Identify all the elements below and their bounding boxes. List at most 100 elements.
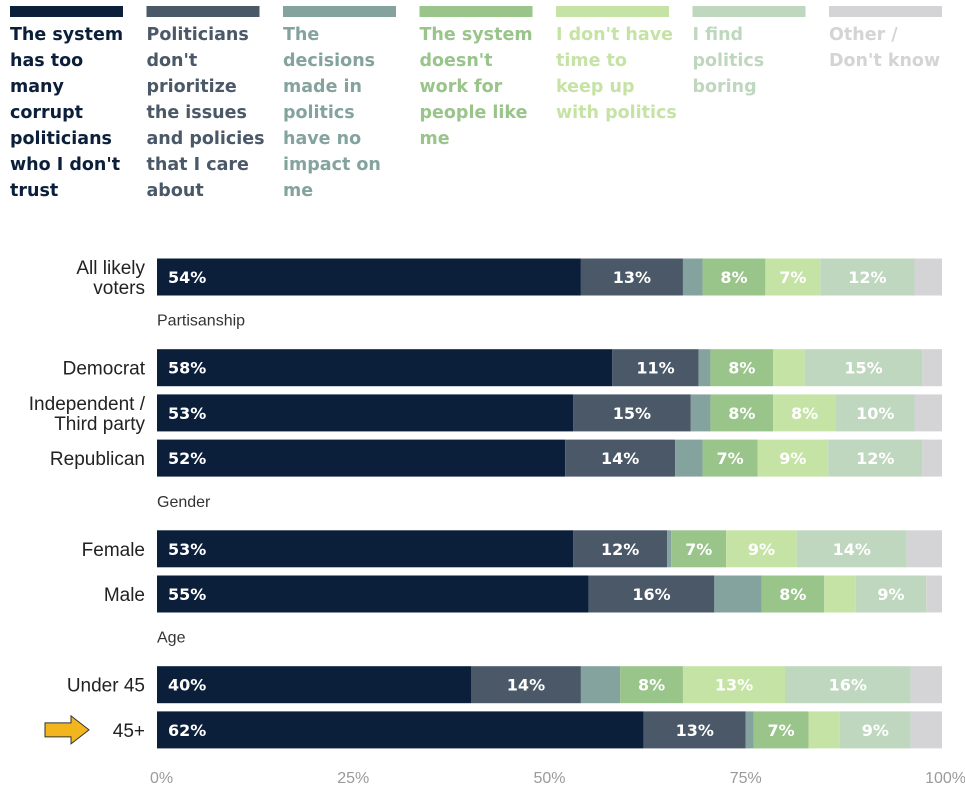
legend-label-6: I find politics boring: [693, 25, 765, 97]
data-label-independent-third-party-s2: 15%: [613, 404, 651, 423]
data-label-45-s6: 9%: [862, 721, 889, 740]
bar-segment-democrat-s1: [157, 349, 613, 387]
legend-swatch-7: [829, 6, 942, 17]
bar-segment-democrat-s3: [698, 349, 711, 387]
bar-segment-under-45-s5: [682, 666, 785, 704]
bar-segment-45-s2: [643, 711, 746, 749]
bar-segment-all-likely-voters-s3: [682, 258, 703, 296]
bar-segment-female-s7: [906, 530, 942, 568]
bar-segment-independent-third-party-s6: [836, 394, 915, 432]
bar-segment-republican-s7: [922, 439, 942, 477]
data-label-independent-third-party-s6: 10%: [856, 404, 894, 423]
bar-segment-female-s6: [796, 530, 907, 568]
bar-segment-female-s3: [667, 530, 672, 568]
bar-segment-independent-third-party-s5: [773, 394, 837, 432]
data-label-female-s5: 9%: [748, 540, 775, 559]
legend-label-7: Other / Don't know: [829, 25, 940, 71]
bar-segment-45-s1: [157, 711, 644, 749]
legend-swatch-5: [556, 6, 669, 17]
data-label-45-s4: 7%: [767, 721, 794, 740]
group-label-partisanship: Partisanship: [157, 313, 245, 330]
row-label-republican: Republican: [50, 449, 145, 470]
data-label-under-45-s5: 13%: [715, 676, 753, 695]
legend-swatch-3: [283, 6, 396, 17]
data-label-all-likely-voters-s5: 7%: [779, 268, 806, 287]
legend-swatch-1: [10, 6, 123, 17]
data-label-under-45-s2: 14%: [507, 676, 545, 695]
bar-segment-republican-s6: [828, 439, 923, 477]
bar-segment-male-s5: [824, 575, 856, 613]
bar-segment-democrat-s7: [922, 349, 942, 387]
bar-segment-male-s4: [761, 575, 825, 613]
data-label-male-s2: 16%: [632, 585, 670, 604]
data-label-republican-s1: 52%: [168, 449, 206, 468]
data-label-under-45-s1: 40%: [168, 676, 206, 695]
bar-segment-under-45-s4: [620, 666, 683, 704]
row-label-all-likely-voters: All likely voters: [76, 258, 145, 299]
x-tick-label-3: 50%: [533, 770, 565, 786]
bar-segment-republican-s3: [675, 439, 703, 477]
bar-segment-all-likely-voters-s6: [820, 258, 915, 296]
row-label-male: Male: [104, 585, 145, 606]
data-label-republican-s6: 12%: [856, 449, 894, 468]
legend-label-3: The decisions made in politics have no impact…: [283, 25, 381, 201]
bar-segment-under-45-s3: [580, 666, 621, 704]
bar-segment-democrat-s5: [773, 349, 805, 387]
group-label-gender: Gender: [157, 494, 211, 511]
bar-segment-male-s1: [157, 575, 589, 613]
bar-segment-male-s7: [926, 575, 942, 613]
data-label-under-45-s4: 8%: [638, 676, 665, 695]
bar-segment-45-s6: [839, 711, 911, 749]
data-label-democrat-s2: 11%: [636, 359, 674, 378]
bar-segment-all-likely-voters-s1: [157, 258, 581, 296]
bar-segment-independent-third-party-s3: [690, 394, 711, 432]
bar-segment-under-45-s6: [785, 666, 911, 704]
bar-segment-all-likely-voters-s5: [765, 258, 821, 296]
data-label-all-likely-voters-s1: 54%: [168, 268, 206, 287]
data-label-female-s1: 53%: [168, 540, 206, 559]
data-label-under-45-s6: 16%: [829, 676, 867, 695]
data-label-independent-third-party-s1: 53%: [168, 404, 206, 423]
bar-segment-under-45-s7: [910, 666, 942, 704]
bar-segment-republican-s1: [157, 439, 566, 477]
data-label-45-s1: 62%: [168, 721, 206, 740]
bar-segment-45-s5: [808, 711, 840, 749]
bar-segment-independent-third-party-s7: [914, 394, 942, 432]
data-label-male-s6: 9%: [877, 585, 904, 604]
bar-segment-female-s5: [726, 530, 797, 568]
row-label-independent-third-party: Independent / Third party: [29, 394, 146, 435]
bar-segment-independent-third-party-s4: [710, 394, 774, 432]
legend-swatch-6: [692, 6, 806, 17]
bar-segment-democrat-s2: [612, 349, 699, 387]
bar-segment-45-s4: [753, 711, 809, 749]
bar-segment-democrat-s6: [804, 349, 923, 387]
x-tick-label-2: 25%: [337, 770, 369, 786]
legend-label-4: The system doesn't work for people like me: [420, 25, 533, 149]
bar-segment-republican-s5: [757, 439, 829, 477]
data-label-republican-s2: 14%: [601, 449, 639, 468]
data-label-all-likely-voters-s2: 13%: [613, 268, 651, 287]
bar-segment-male-s2: [588, 575, 715, 613]
x-tick-label-1: 0%: [150, 770, 173, 786]
row-label-under-45: Under 45: [67, 676, 145, 697]
row-label-democrat: Democrat: [63, 359, 146, 380]
data-label-all-likely-voters-s4: 8%: [720, 268, 747, 287]
data-label-male-s1: 55%: [168, 585, 206, 604]
bar-segment-independent-third-party-s2: [573, 394, 691, 432]
bar-segment-45-s3: [745, 711, 754, 749]
legend-swatch-4: [419, 6, 533, 17]
data-label-all-likely-voters-s6: 12%: [848, 268, 886, 287]
bar-segment-democrat-s4: [710, 349, 774, 387]
row-label-female: Female: [82, 540, 145, 561]
x-tick-label-5: 100%: [925, 770, 965, 786]
bar-segment-all-likely-voters-s2: [580, 258, 683, 296]
data-label-45-s2: 13%: [676, 721, 714, 740]
bar-segment-under-45-s2: [471, 666, 581, 704]
bar-segment-republican-s4: [702, 439, 758, 477]
bar-segment-female-s1: [157, 530, 574, 568]
data-label-republican-s5: 9%: [779, 449, 806, 468]
data-label-independent-third-party-s5: 8%: [791, 404, 818, 423]
bar-segment-under-45-s1: [157, 666, 471, 704]
bar-segment-republican-s2: [565, 439, 676, 477]
